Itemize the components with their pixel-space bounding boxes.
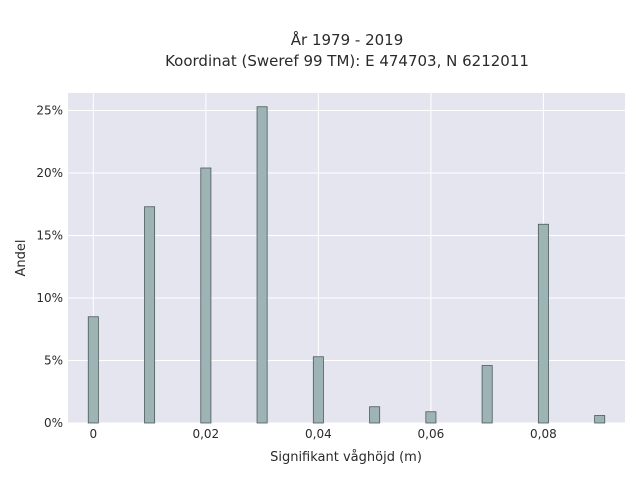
histogram-bar bbox=[594, 415, 606, 424]
histogram-bar bbox=[425, 411, 437, 424]
grid-lines bbox=[68, 93, 625, 424]
x-axis-ticks: 0 0,02 0,04 0,06 0,08 bbox=[89, 427, 556, 441]
chart-title-line-2: Koordinat (Sweref 99 TM): E 474703, N 62… bbox=[165, 52, 529, 70]
y-tick-label: 20% bbox=[36, 166, 63, 180]
y-tick-label: 15% bbox=[36, 229, 63, 243]
y-tick-label: 5% bbox=[44, 354, 63, 368]
x-tick-label: 0 bbox=[89, 427, 97, 441]
histogram-bar bbox=[312, 356, 324, 424]
x-tick-label: 0,04 bbox=[305, 427, 332, 441]
y-axis-label: Andel bbox=[14, 240, 29, 277]
histogram-bar bbox=[200, 167, 212, 424]
bars bbox=[87, 106, 606, 424]
histogram-bar bbox=[144, 206, 156, 424]
chart-title-line-1: År 1979 - 2019 bbox=[291, 30, 404, 49]
histogram-bar bbox=[256, 106, 268, 424]
histogram-bar bbox=[369, 406, 381, 424]
x-tick-label: 0,08 bbox=[530, 427, 557, 441]
x-tick-label: 0,06 bbox=[418, 427, 445, 441]
y-tick-label: 10% bbox=[36, 291, 63, 305]
histogram-bar bbox=[537, 223, 549, 424]
y-axis-ticks: 0% 5% 10% 15% 20% 25% bbox=[36, 104, 63, 431]
histogram-bar bbox=[481, 365, 493, 424]
x-axis-label: Signifikant våghöjd (m) bbox=[270, 450, 422, 465]
y-tick-label: 0% bbox=[44, 416, 63, 430]
plot-area bbox=[68, 93, 625, 423]
x-tick-label: 0,02 bbox=[192, 427, 219, 441]
y-tick-label: 25% bbox=[36, 104, 63, 118]
histogram-bar bbox=[87, 316, 99, 424]
